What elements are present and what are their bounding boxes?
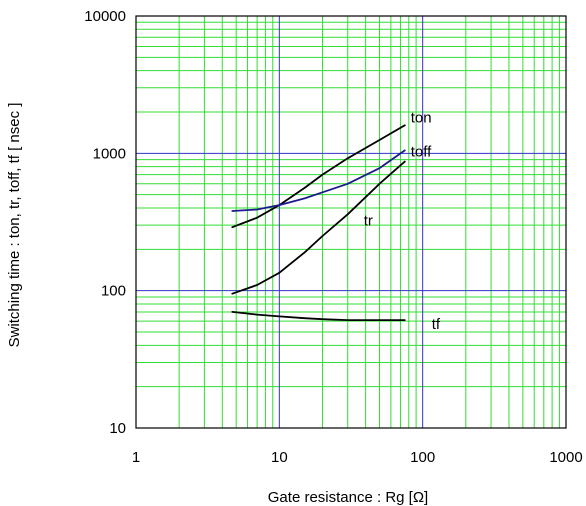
y-tick-label: 100: [101, 283, 126, 300]
y-tick-label: 10: [109, 420, 126, 437]
series-line-ton: [231, 124, 406, 229]
series-label-tf: tf: [432, 316, 441, 333]
x-tick-labels: 1 10 100 1000: [132, 449, 583, 466]
series-labels: ton toff tr tf: [364, 109, 441, 333]
y-tick-labels: 10 100 1000 10000: [84, 8, 126, 437]
x-axis-title: Gate resistance : Rg [Ω]: [268, 489, 428, 506]
y-tick-label: 10000: [84, 8, 126, 25]
series-line-toff: [231, 149, 406, 212]
y-axis-title: Switching time : ton, tr, toff, tf [ nse…: [6, 103, 23, 348]
x-tick-label: 1: [132, 449, 140, 466]
x-tick-label: 1000: [549, 449, 582, 466]
series-line-tr: [231, 160, 406, 295]
series-lines: [231, 124, 406, 322]
plot-frame: [135, 15, 567, 429]
series-label-toff: toff: [411, 143, 432, 160]
major-grid: [136, 16, 566, 428]
series-label-ton: ton: [411, 109, 432, 126]
x-tick-label: 10: [271, 449, 288, 466]
y-tick-label: 1000: [93, 145, 126, 162]
series-label-tr: tr: [364, 213, 373, 230]
minor-grid: [136, 16, 566, 428]
x-tick-label: 100: [410, 449, 435, 466]
series-line-tf: [231, 310, 406, 322]
